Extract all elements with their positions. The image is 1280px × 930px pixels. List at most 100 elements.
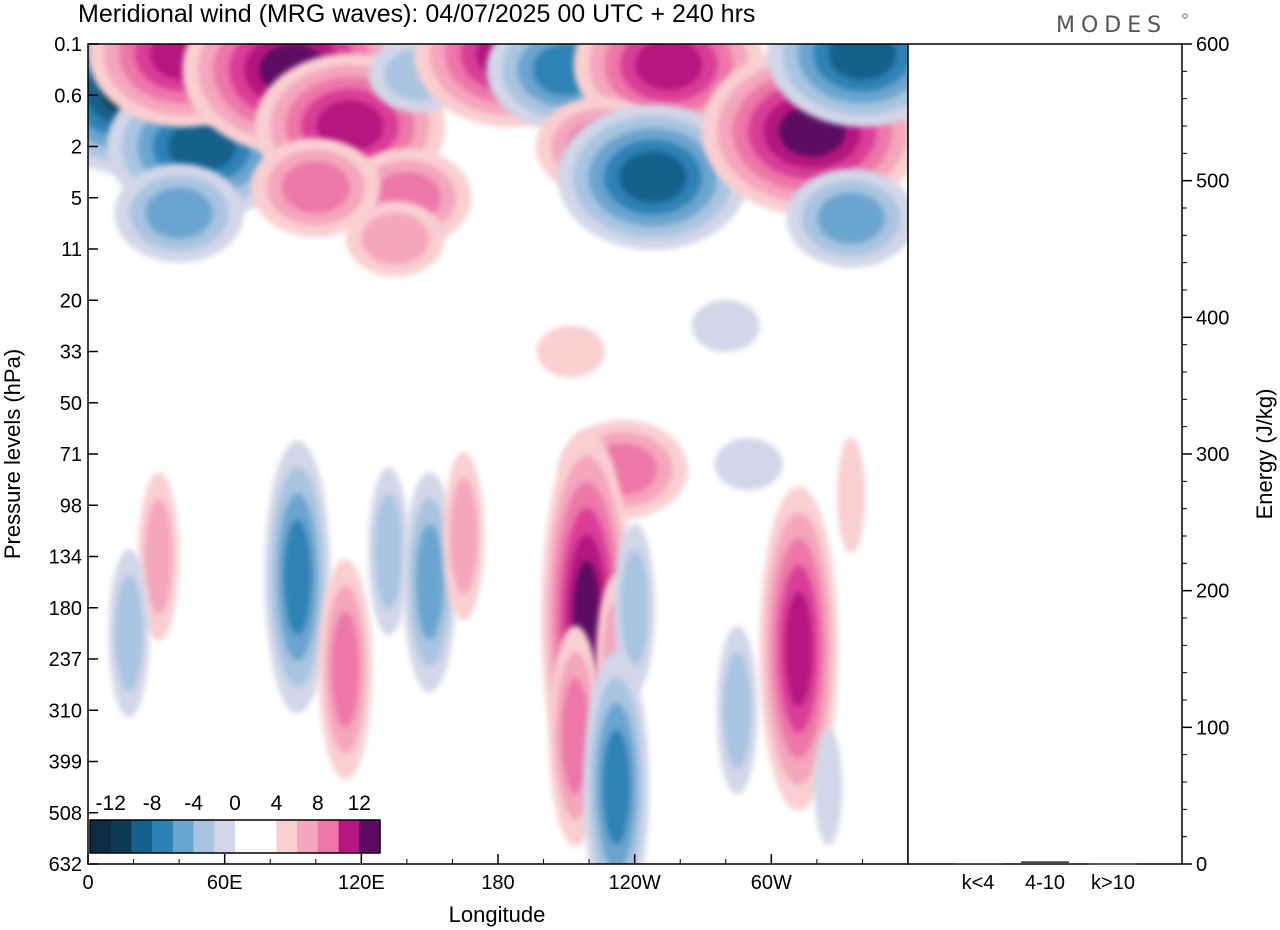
x-tick-label: 60W (751, 872, 792, 894)
colorbar-label: -8 (143, 792, 162, 815)
contour-level--6 (817, 192, 886, 245)
colorbar-label: 4 (271, 792, 283, 815)
colorbar-label: 12 (348, 792, 371, 815)
colorbar: -12 -8 -4 0 4 8 12 (89, 792, 381, 854)
energy-tick-label: 400 (1196, 307, 1229, 329)
y-tick-label: 310 (49, 700, 82, 722)
energy-bar-chart: 0 100 200 300 400 500 600 k<4 4-10 k>10 Energy (… (907, 34, 1277, 894)
wind-anomaly-blob (108, 549, 150, 718)
energy-axis: 0 100 200 300 400 500 600 (1182, 34, 1229, 876)
energy-tick-label: 100 (1196, 717, 1229, 739)
wind-anomaly-blob (759, 486, 838, 812)
energy-frame (907, 43, 1183, 865)
x-tick-label: 60E (207, 872, 243, 894)
wind-anomaly-blob (403, 471, 457, 693)
x-tick-label: 180 (481, 872, 514, 894)
contour-level-2 (536, 325, 605, 378)
colorbar-swatch (110, 820, 132, 853)
contour-level--4 (115, 575, 143, 692)
y-tick-label: 0.1 (54, 34, 82, 56)
colorbar-swatch (214, 820, 236, 853)
energy-categories: k<4 4-10 k>10 (962, 872, 1135, 894)
colorbar-swatch (359, 820, 381, 853)
y-tick-label: 5 (71, 188, 82, 210)
y-tick-label: 50 (60, 393, 82, 415)
contour-level--4 (620, 549, 649, 666)
y-tick-label: 508 (49, 803, 82, 825)
y-tick-label: 134 (49, 547, 82, 569)
wind-anomaly-blob (786, 168, 908, 268)
colorbar-label: -12 (96, 792, 126, 815)
colorbar-swatch (131, 820, 153, 853)
wind-anomaly-blob (614, 523, 655, 692)
wind-anomaly-blob (536, 325, 605, 378)
x-tick-label: 0 (82, 872, 93, 894)
wind-anomaly-blob (557, 104, 749, 251)
wind-anomaly-blob (318, 559, 372, 780)
y-tick-label: 98 (60, 495, 82, 517)
energy-tick-label: 0 (1196, 854, 1207, 876)
y-tick-label: 632 (49, 854, 82, 876)
wind-anomaly-blob (346, 201, 445, 277)
longitude-axis: 0 60E 120E 180 120W 60W (82, 854, 863, 894)
energy-axis-label: Energy (J/kg) (1252, 389, 1277, 520)
energy-tick-label: 600 (1196, 34, 1229, 56)
y-tick-label: 33 (60, 342, 82, 364)
wind-anomaly-blob (583, 650, 650, 864)
wind-anomaly-blob (767, 44, 908, 128)
contour-level-4 (361, 212, 430, 265)
contour-level--2 (814, 729, 843, 846)
y-tick-label: 0.6 (54, 85, 82, 107)
wind-anomaly-blob (814, 729, 843, 846)
contour-level-10 (784, 590, 813, 707)
energy-tick-label: 200 (1196, 581, 1229, 603)
colorbar-swatch (276, 820, 298, 853)
y-tick-label: 71 (60, 444, 82, 466)
modes-logo: MODES (1056, 13, 1167, 38)
heatmap-plot: 0 60E 120E 180 120W 60W 0.1 0.6 2 5 11 20 33 50 71 98 1… (0, 34, 909, 927)
wind-anomaly-blob (251, 138, 381, 237)
heatmap-contours (88, 44, 908, 864)
colorbar-swatch (255, 820, 277, 853)
contour-level--4 (723, 652, 752, 769)
contour-level--2 (714, 438, 783, 491)
wind-anomaly-blob (114, 163, 244, 263)
logo-registered-mark (1182, 13, 1188, 19)
energy-bars (954, 861, 1137, 865)
wind-anomaly-blob (138, 472, 179, 641)
y-tick-label: 237 (49, 649, 82, 671)
contour-level--10 (618, 151, 687, 204)
contour-level--10 (828, 44, 897, 81)
wind-anomaly-blob (837, 437, 866, 553)
contour-level-6 (561, 677, 590, 794)
energy-tick-label: 300 (1196, 444, 1229, 466)
contour-level--8 (602, 729, 631, 846)
y-tick-label: 2 (71, 137, 82, 159)
contour-level--6 (145, 187, 214, 240)
colorbar-frame (89, 819, 381, 854)
wind-anomaly-blob (714, 438, 783, 491)
contour-level-10 (634, 44, 703, 91)
colorbar-swatch (338, 820, 360, 853)
y-tick-label: 180 (49, 598, 82, 620)
contour-level--8 (283, 519, 312, 635)
wind-anomaly-blob (716, 626, 758, 795)
contour-level--4 (374, 493, 403, 610)
wind-anomaly-blob (264, 440, 331, 714)
energy-bar (954, 863, 1002, 865)
contour-level-2 (837, 437, 866, 553)
energy-category-label: 4-10 (1025, 872, 1065, 894)
pressure-axis-label: Pressure levels (hPa) (0, 349, 25, 559)
contour-level-4 (144, 498, 173, 615)
colorbar-swatch (297, 820, 319, 853)
y-tick-label: 20 (60, 290, 82, 312)
wind-anomaly-blob (548, 625, 603, 847)
wind-anomaly-blob (368, 467, 409, 636)
energy-category-label: k>10 (1091, 872, 1135, 894)
pressure-axis: 0.1 0.6 2 5 11 20 33 50 71 98 134 180 237 310 399 508 63… (49, 34, 98, 876)
colorbar-swatch (172, 820, 195, 853)
wind-anomaly-blob (691, 299, 760, 352)
colorbar-swatch (193, 820, 215, 853)
x-tick-label: 120E (338, 872, 385, 894)
